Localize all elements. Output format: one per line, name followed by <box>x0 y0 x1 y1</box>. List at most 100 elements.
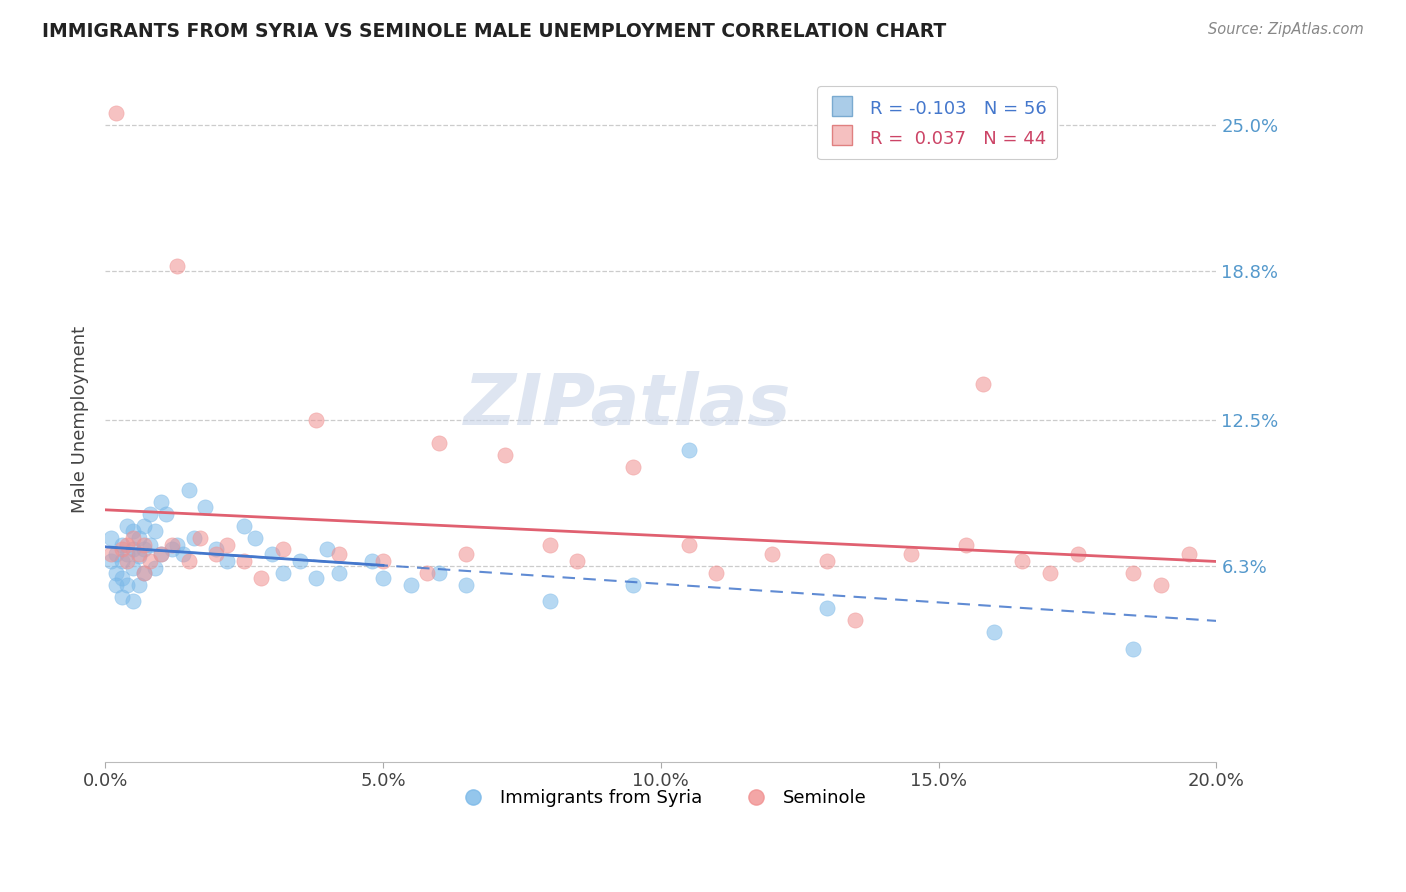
Point <box>205 547 228 561</box>
Point <box>271 566 294 580</box>
Point <box>105 105 128 120</box>
Point <box>817 601 839 615</box>
Point <box>160 538 183 552</box>
Point <box>155 507 177 521</box>
Point <box>128 578 150 592</box>
Point <box>128 547 150 561</box>
Point <box>143 561 166 575</box>
Point <box>122 594 145 608</box>
Point <box>361 554 384 568</box>
Point <box>621 578 644 592</box>
Point <box>983 625 1005 640</box>
Point <box>233 518 256 533</box>
Point <box>117 554 139 568</box>
Point <box>288 554 311 568</box>
Point <box>233 554 256 568</box>
Point <box>955 538 977 552</box>
Point <box>260 547 283 561</box>
Point <box>371 571 394 585</box>
Text: ZIPatlas: ZIPatlas <box>464 371 792 441</box>
Point <box>538 594 561 608</box>
Text: Source: ZipAtlas.com: Source: ZipAtlas.com <box>1208 22 1364 37</box>
Point <box>456 547 478 561</box>
Point <box>817 554 839 568</box>
Point <box>621 459 644 474</box>
Point <box>122 531 145 545</box>
Point <box>900 547 922 561</box>
Point <box>122 524 145 538</box>
Point <box>1011 554 1033 568</box>
Point <box>111 542 134 557</box>
Point <box>427 436 450 450</box>
Point <box>844 613 866 627</box>
Point <box>177 554 200 568</box>
Point <box>188 531 211 545</box>
Point <box>217 538 239 552</box>
Point <box>128 549 150 564</box>
Point <box>132 566 155 580</box>
Text: IMMIGRANTS FROM SYRIA VS SEMINOLE MALE UNEMPLOYMENT CORRELATION CHART: IMMIGRANTS FROM SYRIA VS SEMINOLE MALE U… <box>42 22 946 41</box>
Point <box>100 554 122 568</box>
Point <box>538 538 561 552</box>
Point <box>149 547 172 561</box>
Point <box>305 571 328 585</box>
Point <box>1150 578 1173 592</box>
Point <box>132 538 155 552</box>
Point <box>177 483 200 498</box>
Point <box>399 578 422 592</box>
Point <box>128 531 150 545</box>
Point <box>172 547 194 561</box>
Point <box>117 538 139 552</box>
Point <box>316 542 339 557</box>
Point <box>160 542 183 557</box>
Point <box>111 538 134 552</box>
Point <box>117 578 139 592</box>
Point <box>328 547 350 561</box>
Point <box>166 259 188 273</box>
Point <box>100 547 122 561</box>
Point <box>1066 547 1088 561</box>
Point <box>183 531 205 545</box>
Point <box>245 531 267 545</box>
Point <box>194 500 217 514</box>
Point <box>138 507 160 521</box>
Point <box>1122 641 1144 656</box>
Point <box>217 554 239 568</box>
Point <box>678 443 700 458</box>
Point <box>166 538 188 552</box>
Point <box>105 547 128 561</box>
Point <box>105 578 128 592</box>
Point <box>149 495 172 509</box>
Point <box>1039 566 1062 580</box>
Point <box>205 542 228 557</box>
Point <box>138 554 160 568</box>
Point <box>117 547 139 561</box>
Point <box>761 547 783 561</box>
Point <box>143 524 166 538</box>
Point <box>111 554 134 568</box>
Point <box>416 566 439 580</box>
Point <box>111 571 134 585</box>
Point <box>132 518 155 533</box>
Point <box>972 377 994 392</box>
Point <box>456 578 478 592</box>
Point <box>494 448 516 462</box>
Point <box>132 566 155 580</box>
Point <box>122 542 145 557</box>
Point <box>100 531 122 545</box>
Point <box>105 566 128 580</box>
Legend: Immigrants from Syria, Seminole: Immigrants from Syria, Seminole <box>447 782 875 814</box>
Point <box>117 518 139 533</box>
Point <box>132 542 155 557</box>
Point <box>328 566 350 580</box>
Point <box>371 554 394 568</box>
Point <box>1177 547 1199 561</box>
Point <box>706 566 728 580</box>
Point <box>427 566 450 580</box>
Point <box>305 412 328 426</box>
Point <box>138 538 160 552</box>
Point <box>1122 566 1144 580</box>
Y-axis label: Male Unemployment: Male Unemployment <box>72 326 89 513</box>
Point <box>111 590 134 604</box>
Point <box>149 547 172 561</box>
